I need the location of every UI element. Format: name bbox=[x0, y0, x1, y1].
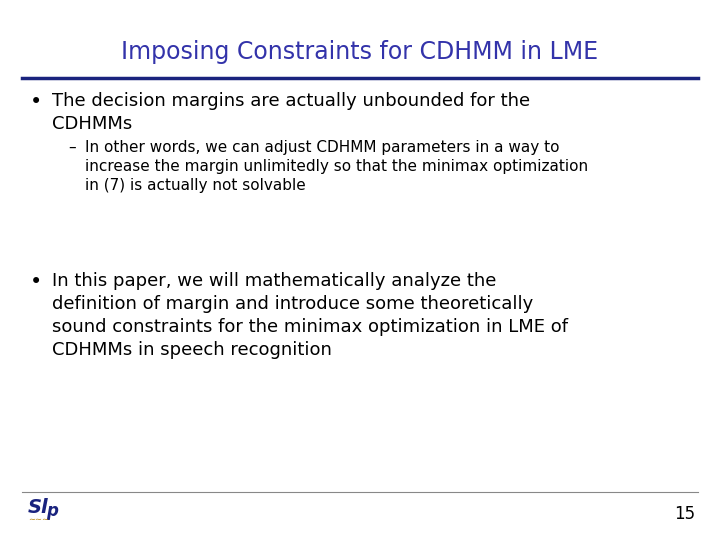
Text: In this paper, we will mathematically analyze the
definition of margin and intro: In this paper, we will mathematically an… bbox=[52, 272, 568, 359]
Text: Imposing Constraints for CDHMM in LME: Imposing Constraints for CDHMM in LME bbox=[122, 40, 598, 64]
Text: The decision margins are actually unbounded for the
CDHMMs: The decision margins are actually unboun… bbox=[52, 92, 530, 133]
Text: In other words, we can adjust CDHMM parameters in a way to
increase the margin u: In other words, we can adjust CDHMM para… bbox=[85, 140, 588, 193]
Text: –: – bbox=[68, 140, 76, 155]
Text: S: S bbox=[28, 498, 42, 517]
Text: l: l bbox=[40, 498, 47, 517]
Text: 15: 15 bbox=[674, 505, 695, 523]
Text: ∼∼∼: ∼∼∼ bbox=[28, 515, 49, 524]
Text: •: • bbox=[30, 92, 42, 112]
Text: •: • bbox=[30, 272, 42, 292]
Text: p: p bbox=[46, 502, 58, 520]
